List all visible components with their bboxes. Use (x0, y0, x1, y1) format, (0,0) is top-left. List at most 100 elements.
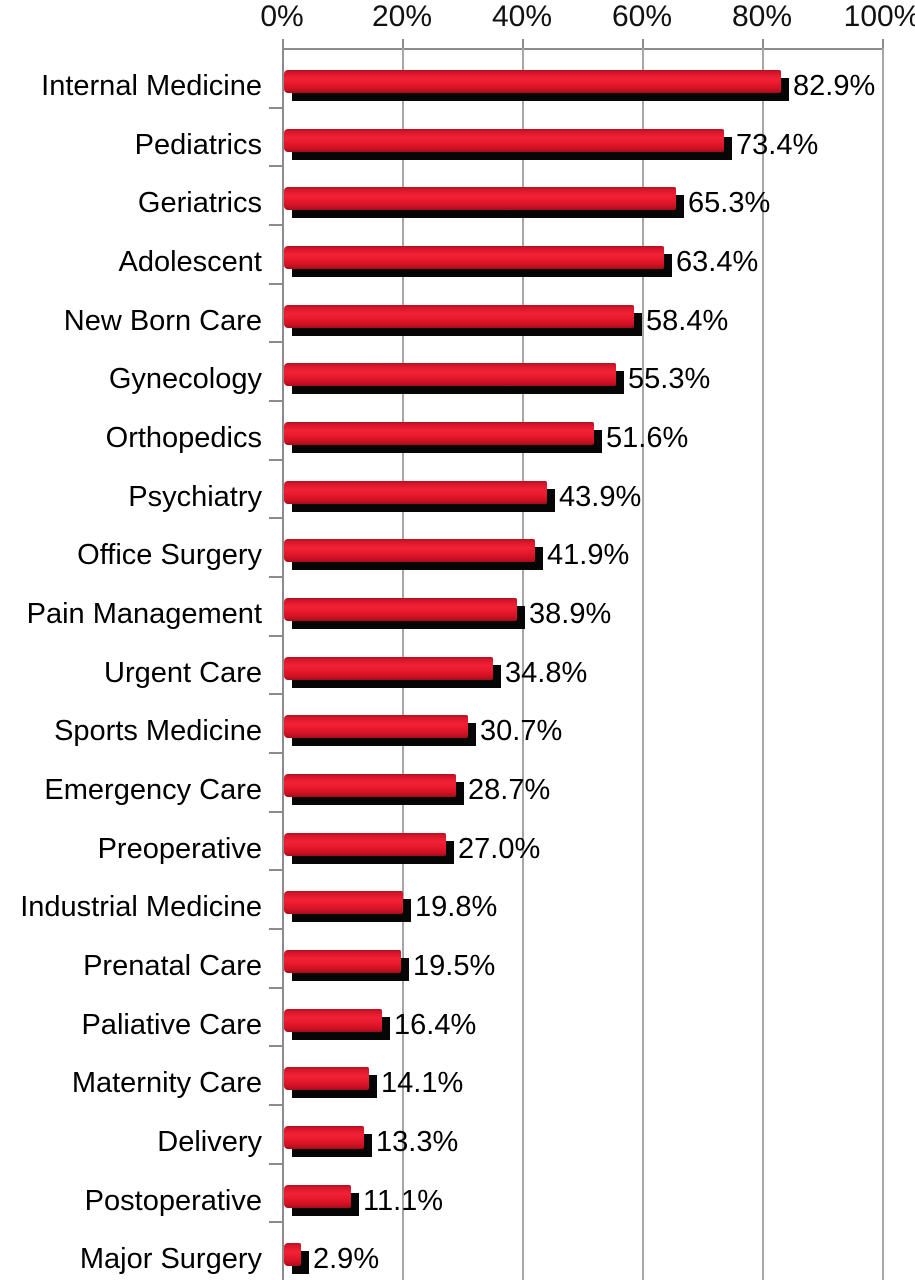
bar (284, 305, 634, 328)
vertical-gridline (762, 48, 764, 1280)
category-label: Postoperative (84, 1184, 262, 1217)
y-axis-tick-mark (269, 283, 282, 285)
category-label: Orthopedics (105, 421, 262, 454)
bar (284, 774, 456, 797)
y-axis-tick-mark (269, 1104, 282, 1106)
bar-value-label: 13.3% (376, 1125, 459, 1158)
y-axis-tick-mark (269, 224, 282, 226)
category-label: Preoperative (97, 832, 262, 865)
category-label: Industrial Medicine (20, 890, 262, 923)
category-label: Delivery (157, 1125, 262, 1158)
bar (284, 363, 616, 386)
bar-value-label: 41.9% (547, 538, 630, 571)
bar-value-label: 34.8% (505, 656, 588, 689)
bar (284, 481, 547, 504)
bar (284, 1009, 382, 1032)
y-axis-tick-mark (269, 459, 282, 461)
y-axis-tick-mark (269, 928, 282, 930)
x-axis-tick-label: 100% (843, 0, 915, 33)
y-axis-line (282, 48, 284, 1280)
x-axis-tick-mark (762, 39, 764, 48)
bar (284, 1185, 351, 1208)
bar-value-label: 19.8% (415, 890, 498, 923)
category-label: New Born Care (63, 304, 262, 337)
x-axis-tick-label: 80% (731, 0, 793, 33)
bar (284, 891, 403, 914)
bar (284, 657, 493, 680)
bar (284, 950, 401, 973)
bar (284, 187, 676, 210)
bar-value-label: 82.9% (793, 69, 876, 102)
category-label: Prenatal Care (83, 949, 262, 982)
bar (284, 129, 724, 152)
y-axis-tick-mark (269, 635, 282, 637)
x-axis-tick-mark (882, 39, 884, 48)
vertical-gridline (882, 48, 884, 1280)
bar-value-label: 43.9% (559, 480, 642, 513)
category-label: Major Surgery (79, 1242, 262, 1275)
category-label: Pain Management (26, 597, 262, 630)
y-axis-tick-mark (269, 869, 282, 871)
bar-value-label: 27.0% (458, 832, 541, 865)
x-axis-tick-mark (642, 39, 644, 48)
vertical-gridline (522, 48, 524, 1280)
y-axis-tick-mark (269, 107, 282, 109)
bar-value-label: 73.4% (736, 128, 819, 161)
x-axis-tick-mark (402, 39, 404, 48)
category-label: Paliative Care (81, 1008, 262, 1041)
bar-value-label: 63.4% (676, 245, 759, 278)
category-label: Emergency Care (44, 773, 262, 806)
category-label: Internal Medicine (41, 69, 262, 102)
bar (284, 833, 446, 856)
y-axis-tick-mark (269, 1045, 282, 1047)
bar (284, 1067, 369, 1090)
y-axis-tick-mark (269, 517, 282, 519)
bar-value-label: 65.3% (688, 186, 771, 219)
category-label: Sports Medicine (54, 714, 262, 747)
vertical-gridline (642, 48, 644, 1280)
x-axis-tick-mark (522, 39, 524, 48)
bar (284, 1126, 364, 1149)
bar-value-label: 2.9% (313, 1242, 380, 1275)
y-axis-tick-mark (269, 1163, 282, 1165)
x-axis-tick-mark (282, 39, 284, 48)
bar-value-label: 30.7% (480, 714, 563, 747)
x-axis-tick-label: 40% (491, 0, 553, 33)
x-axis-tick-label: 60% (611, 0, 673, 33)
bar-value-label: 38.9% (529, 597, 612, 630)
category-label: Pediatrics (134, 128, 262, 161)
bar (284, 70, 781, 93)
y-axis-tick-mark (269, 752, 282, 754)
y-axis-tick-mark (269, 1221, 282, 1223)
category-label: Adolescent (118, 245, 263, 278)
bar-value-label: 16.4% (394, 1008, 477, 1041)
bar (284, 598, 517, 621)
bar (284, 1243, 301, 1266)
category-label: Geriatrics (137, 186, 262, 219)
category-label: Urgent Care (104, 656, 262, 689)
x-axis-tick-label: 0% (260, 0, 304, 33)
y-axis-tick-mark (269, 811, 282, 813)
bar (284, 246, 664, 269)
y-axis-tick-mark (269, 576, 282, 578)
bar-value-label: 19.5% (413, 949, 496, 982)
y-axis-tick-mark (269, 341, 282, 343)
bar-value-label: 28.7% (468, 773, 551, 806)
y-axis-tick-mark (269, 400, 282, 402)
category-label: Maternity Care (71, 1066, 262, 1099)
bar-value-label: 14.1% (381, 1066, 464, 1099)
y-axis-tick-mark (269, 165, 282, 167)
bar (284, 715, 468, 738)
bar (284, 422, 594, 445)
category-label: Office Surgery (77, 538, 262, 571)
y-axis-tick-mark (269, 693, 282, 695)
bar-value-label: 11.1% (363, 1184, 444, 1217)
category-label: Psychiatry (128, 480, 262, 513)
bar-value-label: 55.3% (628, 362, 711, 395)
bar (284, 539, 535, 562)
bar-value-label: 58.4% (646, 304, 729, 337)
y-axis-tick-mark (269, 987, 282, 989)
plot-top-border (282, 48, 884, 50)
bar-value-label: 51.6% (606, 421, 689, 454)
